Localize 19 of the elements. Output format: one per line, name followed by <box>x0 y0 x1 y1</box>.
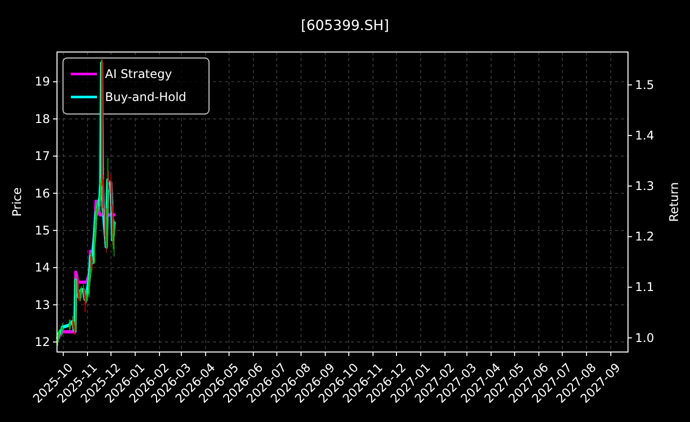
y-tick-label: 17 <box>34 149 50 164</box>
y2-tick-label: 1.5 <box>635 78 654 92</box>
y-tick-label: 14 <box>34 260 50 275</box>
y-tick-label: 13 <box>34 298 50 312</box>
y2-tick-label: 1.2 <box>635 230 654 244</box>
y-axis-title: Price <box>10 187 24 217</box>
y-tick-label: 16 <box>34 186 50 200</box>
y-tick-label: 15 <box>34 223 50 238</box>
y2-tick-label: 1.4 <box>635 128 654 142</box>
y2-axis-title: Return <box>667 182 681 222</box>
y2-tick-label: 1.1 <box>635 280 654 294</box>
y-tick-label: 18 <box>34 112 50 126</box>
legend-label: Buy-and-Hold <box>105 90 186 104</box>
y-tick-label: 19 <box>34 74 50 89</box>
y2-tick-label: 1.3 <box>635 179 654 194</box>
legend-label: AI Strategy <box>105 67 172 81</box>
y2-tick-label: 1.0 <box>635 330 654 345</box>
y-tick-label: 12 <box>34 334 50 349</box>
chart-title: [605399.SH] <box>300 18 390 34</box>
